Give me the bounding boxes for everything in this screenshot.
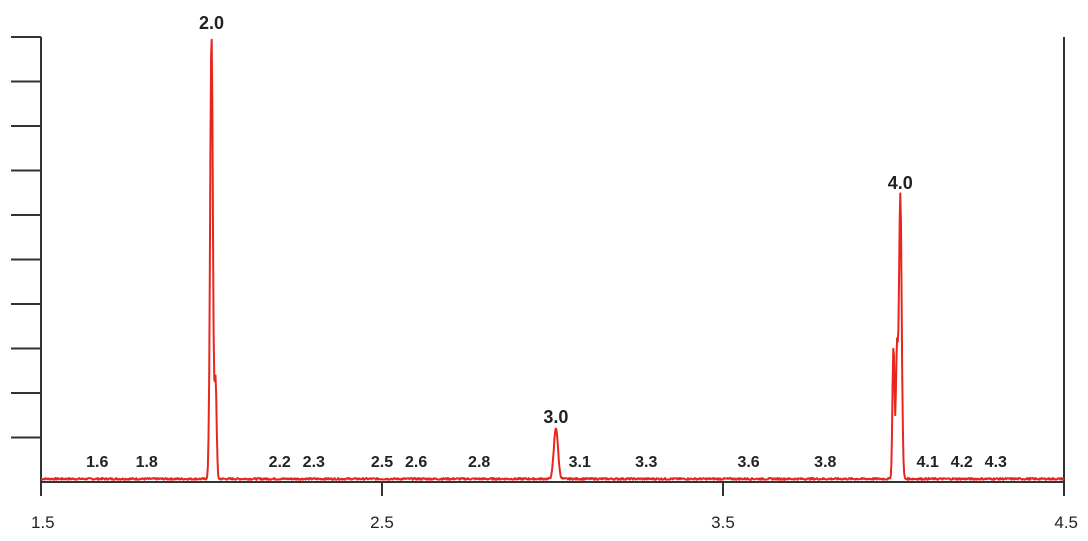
x-tick-label: 2.5 [370,513,394,532]
peak-label: 2.5 [371,454,393,471]
peak-label: 3.1 [569,454,591,471]
x-ticks: 1.5 2.5 3.5 4.5 [31,482,1078,532]
peak-label: 4.3 [985,454,1007,471]
x-tick-label: 4.5 [1054,513,1078,532]
y-ticks [11,36,41,439]
spectrum-line [40,38,1065,481]
peak-label: 3.8 [814,454,836,471]
peak-label: 2.2 [269,454,291,471]
peak-label: 2.3 [303,454,325,471]
peak-label: 4.1 [916,454,938,471]
peak-labels: 1.6 1.8 2.0 2.2 2.3 2.5 2.6 2.8 3.0 3.1 3.3 3.6 3.8 4… [86,13,1007,471]
peak-label: 2.0 [199,13,224,33]
peak-label: 2.8 [468,454,490,471]
x-tick-label: 1.5 [31,513,55,532]
x-tick-label: 3.5 [711,513,735,532]
peak-label: 4.2 [951,454,973,471]
peak-label: 1.6 [86,454,108,471]
peak-label: 3.0 [543,407,568,427]
peak-label: 4.0 [888,173,913,193]
peak-label: 3.3 [635,454,657,471]
peak-label: 1.8 [136,454,158,471]
peak-label: 2.6 [405,454,427,471]
peak-label: 3.6 [737,454,759,471]
